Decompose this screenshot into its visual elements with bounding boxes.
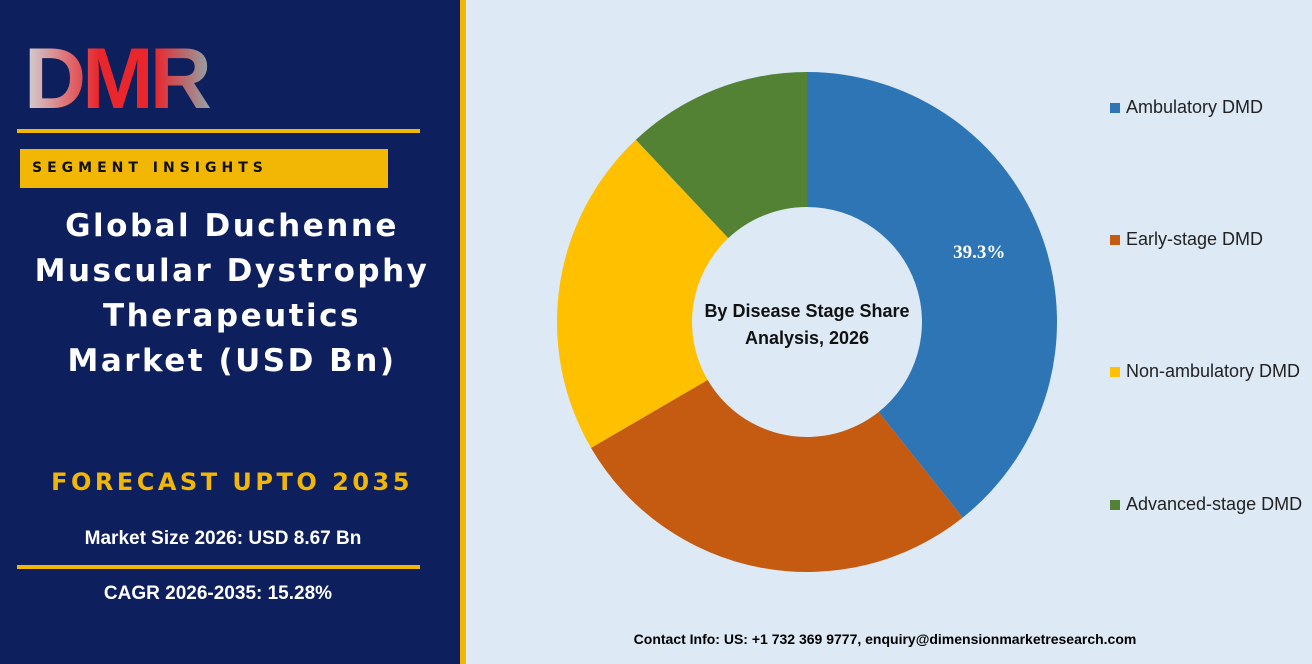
legend-swatch	[1110, 367, 1120, 377]
logo: DMR	[24, 31, 215, 120]
legend-item: Early-stage DMD	[1110, 226, 1305, 253]
title-line: Therapeutics	[102, 298, 361, 334]
title-line: Global Duchenne	[65, 208, 399, 244]
legend-label: Early-stage DMD	[1126, 229, 1264, 249]
divider	[17, 129, 420, 133]
donut-slice	[635, 72, 807, 239]
data-label: 39.3%	[953, 242, 1005, 263]
donut-slice	[557, 139, 729, 448]
donut-slice	[807, 72, 1058, 518]
legend-swatch	[1110, 103, 1120, 113]
legend-item: Ambulatory DMD	[1110, 94, 1305, 121]
market-size: Market Size 2026: USD 8.67 Bn	[84, 528, 362, 549]
contact: Contact Info: US: +1 732 369 9777, enqui…	[633, 631, 1137, 647]
chart-title: By Disease Stage Share Analysis, 2026	[704, 301, 910, 348]
legend-label: Non-ambulatory DMD	[1126, 361, 1301, 381]
divider	[17, 565, 420, 569]
legend-label: Ambulatory DMD	[1126, 97, 1264, 117]
title-line: Market (USD Bn)	[67, 343, 397, 379]
legend-swatch	[1110, 235, 1120, 245]
segment-tag: SEGMENT INSIGHTS	[20, 149, 388, 188]
title-line: Muscular Dystrophy	[34, 253, 430, 289]
donut-slice	[591, 379, 963, 572]
forecast: FORECAST UPTO 2035	[51, 468, 413, 496]
sidebar: DMR SEGMENT INSIGHTS Global Duchenne Mus…	[0, 0, 466, 664]
logo-text: DMR	[24, 31, 211, 120]
legend-item: Non-ambulatory DMD	[1110, 358, 1305, 385]
legend-swatch	[1110, 500, 1120, 510]
cagr: CAGR 2026-2035: 15.28%	[103, 583, 333, 604]
legend-item: Advanced-stage DMD	[1110, 491, 1305, 518]
legend-label: Advanced-stage DMD	[1126, 494, 1303, 514]
